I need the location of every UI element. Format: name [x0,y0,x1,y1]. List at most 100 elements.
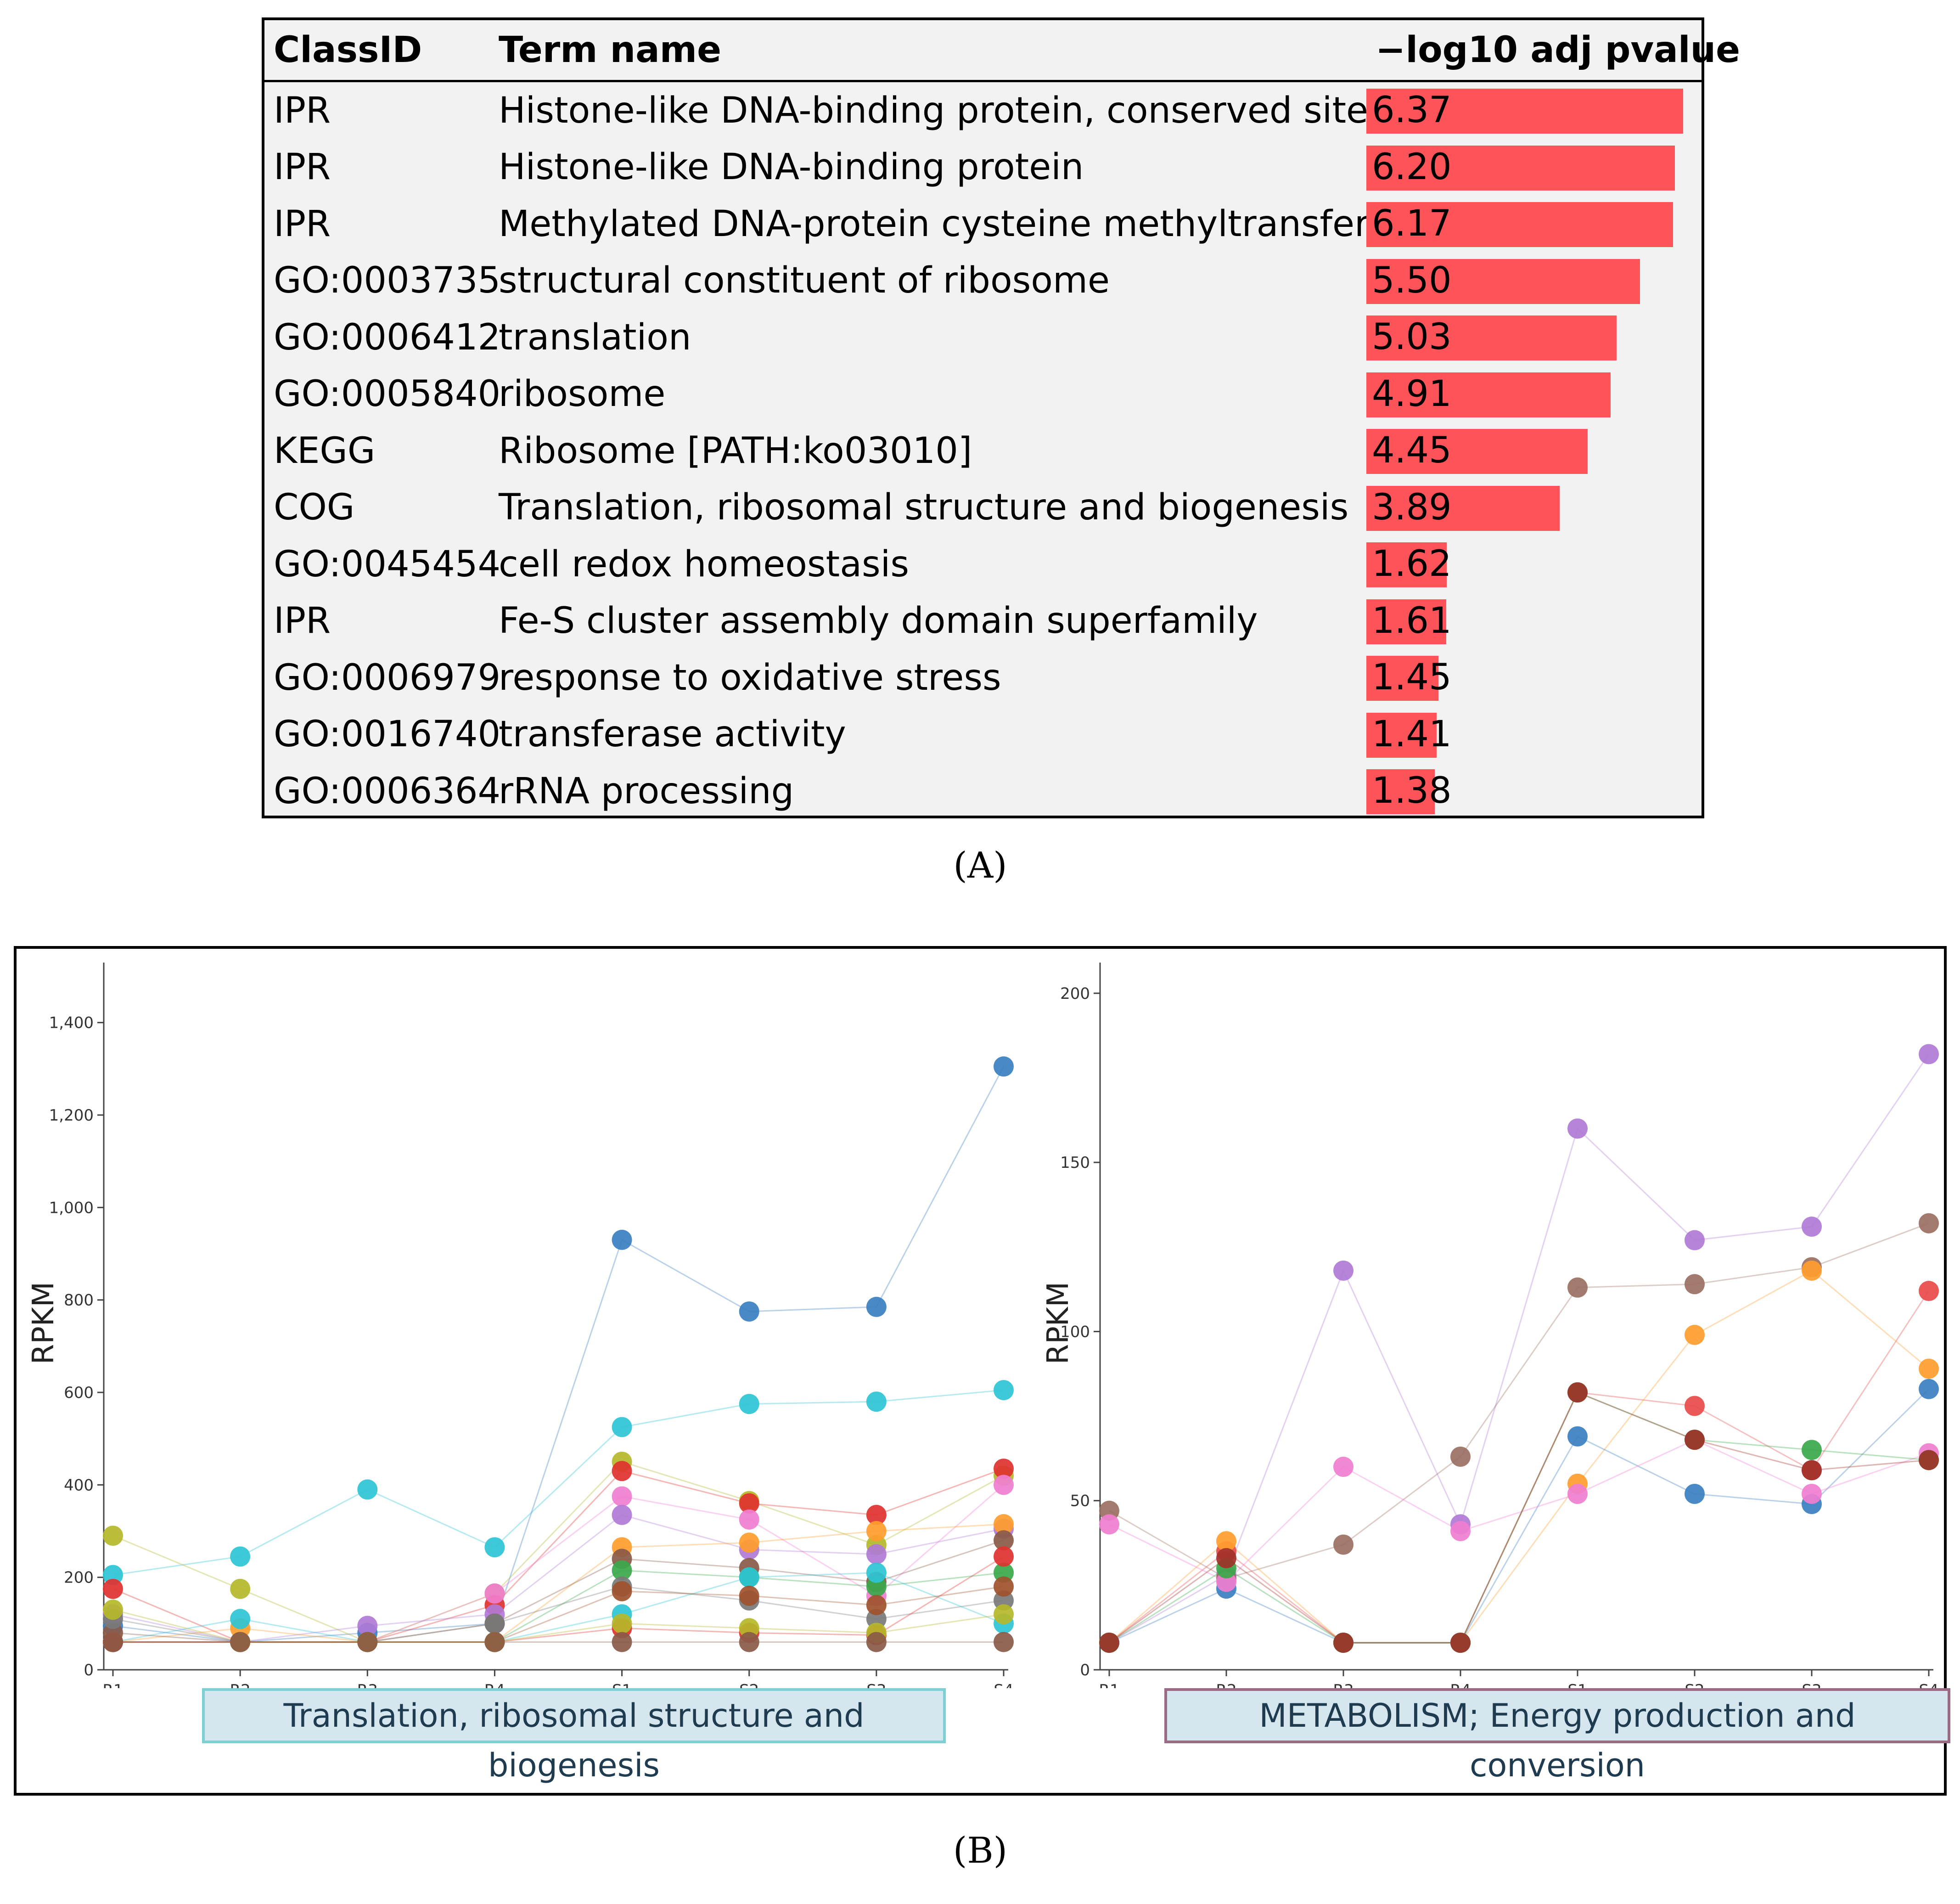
series-line-s14 [112,1609,1004,1643]
pvalue-bar [1366,372,1611,417]
data-point-m8 [1216,1548,1236,1568]
plots-panel: 0 200 400 600 800 1,000 1,200 1,400 R1 R2 R3 R4 S1 S2… [14,946,1950,1796]
series-line-s11 [112,1572,1004,1643]
chart-metabolism: 0 50 100 150 200 R1 R2 R3 R4 S1 S2 S3 S4 RPKM [1041,963,1939,1688]
pvalue-bar-cell: 4.91 [1366,366,1702,423]
x-tick-label: S4 [1919,1681,1938,1688]
x-tick-label: R4 [1450,1681,1471,1688]
pvalue-label: 6.37 [1372,90,1452,131]
term-name-cell: Histone-like DNA-binding protein, conser… [499,90,1369,131]
pvalue-bar-cell: 1.41 [1366,706,1702,763]
table-row: KEGG Ribosome [PATH:ko03010] 4.45 [264,422,1702,479]
column-header-classid: ClassID [264,20,489,82]
pvalue-label: 6.20 [1372,146,1452,188]
data-point-s8 [994,1530,1014,1551]
pvalue-bar [1366,429,1588,474]
data-point-m3 [1685,1396,1705,1416]
class-id-cell: IPR [274,203,331,245]
pvalue-bar [1366,145,1675,191]
data-point-s7 [739,1532,759,1553]
data-point-m4 [1919,1358,1939,1379]
series-line-s2 [112,1389,1004,1576]
enrichment-table-panel: ClassID Term name −log10 adj pvalue IPR H… [262,17,1740,820]
data-point-s14 [994,1604,1014,1625]
table-row: GO:0006979 response to oxidative stress 1.… [264,649,1702,706]
series-line-s5 [113,1484,1004,1643]
data-point-s2 [103,1565,123,1585]
pvalue-bar [1366,542,1447,587]
term-name-cell: structural constituent of ribosome [499,260,1110,302]
series-line-s8 [112,1539,1004,1643]
data-point-m2 [1685,1274,1705,1295]
x-tick-label: S4 [994,1681,1013,1688]
data-point-s10 [994,1590,1014,1611]
class-id-cell: GO:0016740 [274,714,501,755]
pvalue-bar [1366,485,1560,531]
data-point-s4 [103,1578,123,1599]
data-point-s1 [994,1056,1014,1077]
chart-translation: 0 200 400 600 800 1,000 1,200 1,400 R1 R2 R3 R4 S1 S2… [27,963,1014,1688]
pvalue-label: 1.62 [1372,543,1452,585]
data-point-s14 [612,1613,632,1634]
data-point-s5 [739,1509,759,1530]
table-body: IPR Histone-like DNA-binding protein, con… [264,81,1702,820]
data-point-m5 [1567,1426,1588,1447]
term-name-cell: Histone-like DNA-binding protein [499,146,1084,188]
series-line-s10 [112,1586,1004,1643]
pvalue-label: 4.45 [1372,430,1452,471]
data-point-m6 [1567,1483,1588,1504]
table-row: GO:0006364 rRNA processing 1.38 [264,763,1702,820]
data-point-s2 [357,1479,378,1500]
data-point-s15 [866,1632,887,1652]
data-point-s13 [994,1546,1014,1567]
data-point-s6 [866,1544,887,1565]
pvalue-label: 3.89 [1372,486,1452,528]
data-point-s6 [357,1616,378,1636]
data-point-s2 [994,1380,1014,1400]
series-line-s6 [112,1514,1004,1643]
series-line-m6 [1109,1439,1929,1583]
pvalue-bar [1366,89,1683,134]
data-point-s3 [230,1578,251,1599]
column-header-term-name: Term name [489,20,1366,82]
pvalue-bar [1366,712,1437,758]
x-tick-label: S2 [739,1681,759,1688]
term-name-cell: Methylated DNA-protein cysteine methyltr… [499,203,1432,245]
y-tick-label: 1,200 [49,1106,94,1125]
pvalue-label: 1.38 [1372,770,1452,811]
data-point-s5 [484,1583,505,1604]
data-point-s14 [103,1600,123,1620]
x-tick-label: S1 [612,1681,632,1688]
data-point-s2 [612,1417,632,1437]
class-id-cell: IPR [274,600,331,642]
panel-b-label: (B) [953,1830,1008,1871]
pvalue-label: 5.50 [1372,259,1452,301]
data-point-s7 [994,1514,1014,1534]
data-point-s5 [612,1486,632,1507]
pvalue-bar-cell: 1.45 [1366,649,1702,706]
data-point-m6 [1333,1457,1353,1477]
class-id-cell: KEGG [274,430,376,472]
class-id-cell: GO:0045454 [274,543,501,585]
chart-translation-title: Translation, ribosomal structure and bio… [202,1688,946,1784]
data-point-s4 [866,1504,887,1525]
data-point-s11 [230,1609,251,1629]
data-point-s11 [866,1562,887,1583]
term-name-cell: cell redox homeostasis [499,543,909,585]
class-id-cell: IPR [274,90,331,131]
y-tick-label: 1,000 [49,1199,94,1217]
pvalue-bar [1366,656,1439,701]
data-point-s12 [994,1576,1014,1597]
data-point-s15 [612,1632,632,1652]
series-line-m2 [1109,1222,1929,1579]
data-point-m2 [1919,1213,1939,1234]
panel-a-label: (A) [953,845,1007,886]
pvalue-bar [1366,599,1447,644]
data-point-s4 [739,1493,759,1514]
data-point-s9 [612,1560,632,1581]
column-header-log10-pvalue: −log10 adj pvalue [1366,20,1740,82]
class-id-cell: GO:0005840 [274,373,501,415]
pvalue-label: 1.41 [1372,713,1452,755]
term-name-cell: ribosome [499,373,666,415]
term-name-cell: Fe-S cluster assembly domain superfamily [499,600,1258,642]
